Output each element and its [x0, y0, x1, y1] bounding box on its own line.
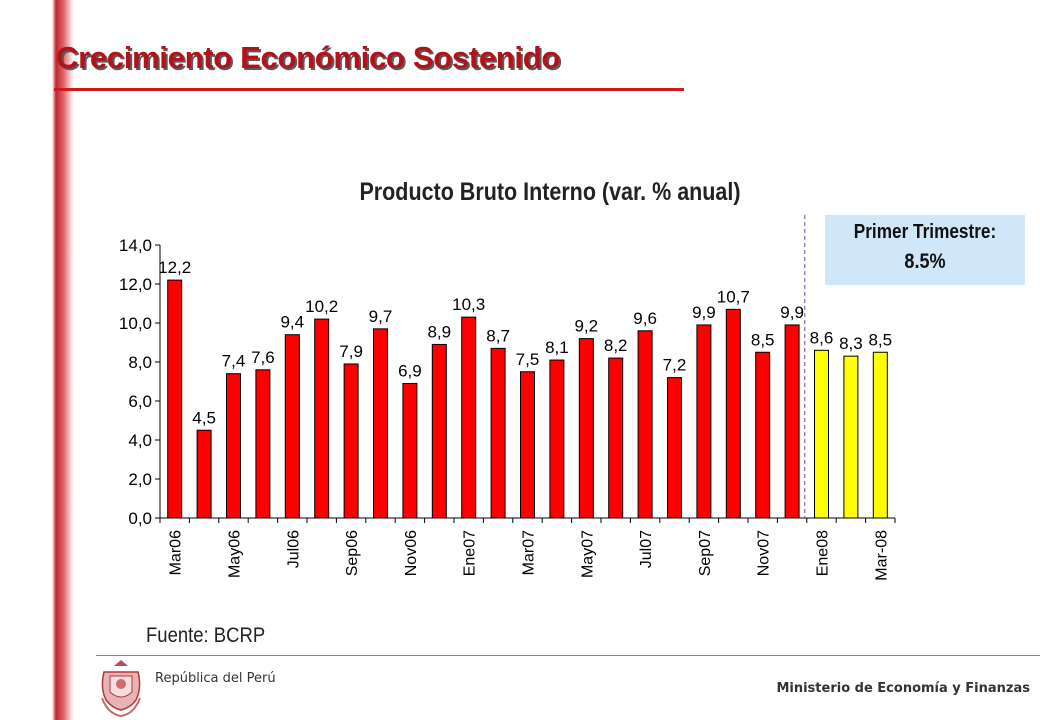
bar-sep07: [696, 324, 712, 519]
bar-value-label: 4,5: [192, 408, 216, 427]
bar-value-label: 8,9: [427, 322, 451, 341]
bar-ene08: [814, 349, 829, 519]
bar-feb07: [490, 347, 506, 519]
bar-value-label: 8,5: [868, 330, 892, 349]
x-tick-label: Ene07: [462, 530, 479, 576]
bar-value-label: 8,1: [545, 338, 569, 357]
chart-title: Producto Bruto Interno (var. % anual): [359, 178, 741, 206]
bar-value-label: 12,2: [158, 258, 191, 277]
bar-value-label: 7,9: [339, 342, 363, 361]
coat-of-arms-icon: [101, 660, 141, 718]
y-tick-label: 10,0: [119, 314, 152, 333]
bar-abr06: [196, 429, 212, 519]
y-tick-label: 14,0: [119, 236, 152, 255]
x-tick-label: Jul07: [638, 530, 655, 568]
x-tick-label: Mar06: [168, 530, 185, 575]
footer-divider: [96, 655, 1040, 656]
x-tick-label: Nov07: [756, 530, 773, 576]
bar-value-label: 8,6: [810, 328, 834, 347]
bar-jun06: [255, 369, 271, 519]
footer-ministry: Ministerio de Economía y Finanzas: [776, 681, 1030, 696]
footer-country: República del Perú: [155, 671, 276, 686]
bar-value-label: 6,9: [398, 361, 422, 380]
title-underline: [54, 88, 684, 91]
bar-oct07: [725, 308, 741, 519]
x-tick-label: Sep06: [344, 530, 361, 576]
bar-value-label: 7,4: [222, 352, 246, 371]
x-tick-label: Mar07: [521, 530, 538, 575]
bar-ago06: [314, 318, 330, 519]
callout-label: Primer Trimestre:: [853, 221, 997, 243]
first-quarter-callout: Primer Trimestre: 8.5%: [825, 215, 1025, 285]
callout-value: 8.5%: [904, 250, 946, 273]
y-tick-label: 12,0: [119, 275, 152, 294]
bar-value-label: 7,5: [516, 350, 540, 369]
y-tick-label: 0,0: [128, 509, 152, 528]
bar-nov06: [402, 382, 418, 519]
y-tick-label: 8,0: [128, 353, 152, 372]
bar-value-label: 9,6: [633, 309, 657, 328]
y-tick-label: 4,0: [128, 431, 152, 450]
bar-value-label: 9,9: [692, 303, 716, 322]
bar-oct06: [373, 328, 388, 519]
bar-value-label: 7,2: [663, 356, 687, 375]
bar-value-label: 10,3: [452, 295, 485, 314]
x-tick-label: Ene08: [815, 530, 832, 576]
slide-title: Crecimiento Económico Sostenido: [56, 40, 561, 75]
bar-may06: [226, 373, 241, 519]
x-tick-label: Mar-08: [873, 530, 890, 581]
bar-value-label: 10,7: [717, 287, 750, 306]
bar-mar08: [872, 351, 888, 519]
left-accent-bar: [0, 0, 74, 720]
x-tick-label: Jul06: [285, 530, 302, 568]
bar-value-label: 8,3: [839, 334, 863, 353]
source-note: Fuente: BCRP: [146, 624, 266, 647]
bar-value-label: 7,6: [251, 348, 275, 367]
bar-feb08: [843, 355, 859, 519]
y-tick-label: 2,0: [128, 470, 152, 489]
bar-jun07: [608, 357, 624, 519]
bar-dic07: [784, 324, 800, 519]
bar-value-label: 9,2: [574, 317, 598, 336]
x-tick-label: May07: [579, 530, 596, 578]
bar-abr07: [549, 359, 565, 519]
bar-value-label: 10,2: [305, 297, 338, 316]
x-tick-label: Nov06: [403, 530, 420, 576]
bar-value-label: 9,4: [280, 313, 304, 332]
x-tick-label: May06: [227, 530, 244, 578]
y-tick-label: 6,0: [128, 392, 152, 411]
bar-sep06: [343, 363, 359, 519]
bar-value-label: 8,2: [604, 336, 628, 355]
bar-mar07: [520, 371, 535, 519]
bar-jul06: [284, 334, 300, 519]
bar-value-label: 9,9: [780, 303, 804, 322]
bar-ago07: [667, 377, 682, 519]
bar-value-label: 8,7: [486, 326, 510, 345]
bar-jul07: [637, 330, 653, 519]
bar-ene07: [461, 316, 477, 519]
bar-dic06: [431, 343, 447, 519]
bar-value-label: 8,5: [751, 330, 775, 349]
x-tick-label: Sep07: [697, 530, 714, 576]
bar-may07: [578, 338, 594, 519]
bar-value-label: 9,7: [369, 307, 393, 326]
bar-mar06: [167, 279, 183, 519]
bar-nov07: [755, 351, 771, 519]
